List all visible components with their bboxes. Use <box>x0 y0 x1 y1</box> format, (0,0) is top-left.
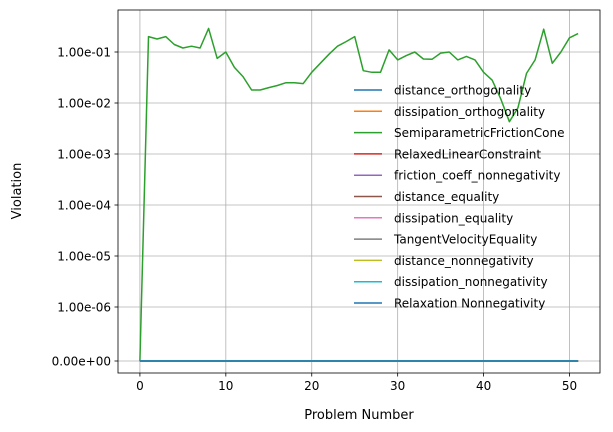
x-axis: 0 10 20 30 40 50 <box>136 373 577 393</box>
x-tick-label: 20 <box>304 379 319 393</box>
legend-label: distance_equality <box>394 190 499 204</box>
x-tick-label: 50 <box>562 379 577 393</box>
legend: distance_orthogonality dissipation_orthog… <box>354 84 565 311</box>
y-tick-label: 0.00e+00 <box>52 355 111 369</box>
y-axis: 0.00e+00 1.00e-06 1.00e-05 1.00e-04 1.00e-03… <box>52 46 118 369</box>
y-axis-label: Violation <box>10 163 25 220</box>
legend-label: SemiparametricFrictionCone <box>394 126 565 140</box>
series-line-semiparametricfrictioncone <box>139 27 579 362</box>
x-tick-label: 0 <box>136 379 144 393</box>
plot-frame <box>117 9 601 374</box>
series-layer <box>139 27 579 362</box>
y-tick-label: 1.00e-04 <box>57 199 111 213</box>
x-tick-label: 40 <box>476 379 491 393</box>
legend-label: Relaxation Nonnegativity <box>394 297 545 311</box>
x-tick-label: 30 <box>390 379 405 393</box>
y-tick-label: 1.00e-06 <box>57 301 111 315</box>
legend-label: dissipation_nonnegativity <box>394 275 548 289</box>
x-axis-label: Problem Number <box>304 408 414 423</box>
legend-label: dissipation_orthogonality <box>394 105 545 119</box>
y-tick-label: 1.00e-02 <box>57 97 111 111</box>
x-tick-label: 10 <box>218 379 233 393</box>
legend-label: dissipation_equality <box>394 211 513 225</box>
y-tick-label: 1.00e-03 <box>57 148 111 162</box>
legend-label: friction_coeff_nonnegativity <box>394 169 560 183</box>
y-tick-label: 1.00e-01 <box>57 46 111 60</box>
legend-label: distance_nonnegativity <box>394 254 534 268</box>
legend-label: TangentVelocityEquality <box>393 233 537 247</box>
y-tick-label: 1.00e-05 <box>57 250 111 264</box>
legend-label: RelaxedLinearConstraint <box>394 147 541 161</box>
legend-label: distance_orthogonality <box>394 84 531 98</box>
